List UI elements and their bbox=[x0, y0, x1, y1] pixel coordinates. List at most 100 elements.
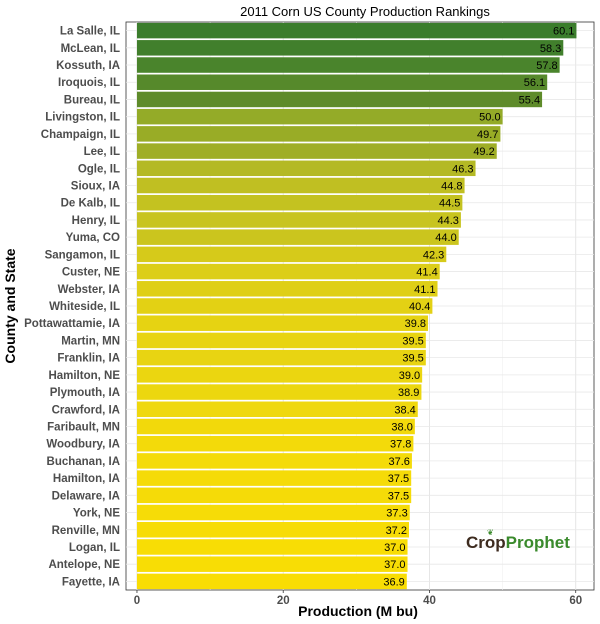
bar bbox=[136, 435, 414, 452]
bar bbox=[136, 470, 412, 486]
bar bbox=[136, 522, 409, 538]
value-label: 55.4 bbox=[519, 94, 540, 106]
y-tick-label: Woodbury, IA bbox=[46, 439, 120, 451]
value-label: 37.2 bbox=[386, 525, 407, 537]
x-tick-label: 0 bbox=[134, 595, 140, 607]
y-tick-label: De Kalb, IL bbox=[61, 198, 120, 210]
logo-part2: Prophet bbox=[506, 533, 571, 552]
logo-part1: Crop bbox=[466, 533, 506, 552]
y-tick-label: Livingston, IL bbox=[45, 112, 120, 124]
bar bbox=[136, 91, 543, 108]
bar bbox=[136, 108, 503, 125]
y-tick-label: Ogle, IL bbox=[78, 163, 120, 175]
y-axis-title: County and State bbox=[2, 248, 18, 363]
y-tick-label: Champaign, IL bbox=[41, 129, 120, 141]
y-tick-labels: La Salle, IL McLean, IL Kossuth, IA Iroquoi… bbox=[24, 26, 120, 589]
bar bbox=[136, 74, 548, 90]
y-tick-label: Henry, IL bbox=[72, 215, 120, 227]
value-label: 60.1 bbox=[553, 26, 574, 38]
bar bbox=[136, 126, 501, 142]
bar bbox=[136, 281, 438, 297]
bars bbox=[136, 22, 577, 590]
y-tick-label: Pottawattamie, IA bbox=[24, 318, 120, 330]
y-tick-label: Hamilton, NE bbox=[48, 370, 120, 382]
bar bbox=[136, 384, 422, 400]
y-tick-label: Crawford, IA bbox=[52, 404, 120, 416]
y-tick-label: Delaware, IA bbox=[52, 490, 120, 502]
bar bbox=[136, 556, 408, 572]
y-tick-label: Antelope, NE bbox=[48, 559, 120, 571]
x-axis-title: Production (M bu) bbox=[298, 603, 418, 619]
value-label: 40.4 bbox=[409, 301, 430, 313]
bar bbox=[136, 143, 497, 159]
bar bbox=[136, 487, 412, 504]
value-label: 44.3 bbox=[437, 215, 458, 227]
value-label: 56.1 bbox=[524, 77, 545, 89]
value-label: 42.3 bbox=[423, 249, 444, 261]
bar bbox=[136, 349, 426, 366]
y-tick-label: La Salle, IL bbox=[60, 26, 120, 38]
value-label: 49.2 bbox=[473, 146, 494, 158]
value-label: 37.0 bbox=[384, 542, 405, 554]
value-label: 44.5 bbox=[439, 198, 460, 210]
y-tick-label: Sangamon, IL bbox=[45, 249, 120, 261]
bar bbox=[136, 263, 440, 280]
x-tick-label: 60 bbox=[569, 595, 582, 607]
bar bbox=[136, 332, 426, 349]
value-label: 50.0 bbox=[479, 112, 500, 124]
y-tick-label: Franklin, IA bbox=[57, 353, 120, 365]
value-label: 49.7 bbox=[477, 129, 498, 141]
value-label: 57.8 bbox=[536, 60, 557, 72]
y-tick-label: Kossuth, IA bbox=[56, 60, 120, 72]
bar bbox=[136, 246, 447, 263]
value-label: 44.0 bbox=[435, 232, 456, 244]
y-tick-label: York, NE bbox=[73, 508, 120, 520]
y-tick-label: Hamilton, IA bbox=[53, 473, 120, 485]
bar bbox=[136, 367, 423, 383]
value-label: 58.3 bbox=[540, 43, 561, 55]
y-tick-label: Webster, IA bbox=[58, 284, 120, 296]
value-label: 37.5 bbox=[388, 473, 409, 485]
bar bbox=[136, 315, 429, 331]
bar bbox=[136, 177, 465, 194]
y-tick-label: Faribault, MN bbox=[47, 421, 120, 433]
bar bbox=[136, 57, 560, 73]
y-tick-label: Whiteside, IL bbox=[49, 301, 120, 313]
y-tick-label: Fayette, IA bbox=[62, 576, 120, 588]
value-labels: 60.1 58.3 57.8 56.1 55.4 50.0 49.7 49.246.3 44.8… bbox=[383, 26, 574, 589]
bar bbox=[136, 418, 415, 435]
value-label: 38.4 bbox=[394, 404, 415, 416]
value-label: 39.5 bbox=[402, 353, 423, 365]
y-tick-label: Renville, MN bbox=[52, 525, 120, 537]
value-label: 46.3 bbox=[452, 163, 473, 175]
bar bbox=[136, 229, 459, 245]
y-tick-label: Plymouth, IA bbox=[50, 387, 120, 399]
value-label: 39.5 bbox=[402, 335, 423, 347]
bar bbox=[136, 40, 564, 56]
x-tick-labels: 0 20 40 60 bbox=[134, 590, 582, 607]
y-tick-label: Yuma, CO bbox=[66, 232, 120, 244]
bar bbox=[136, 22, 577, 39]
value-label: 37.0 bbox=[384, 559, 405, 571]
bar bbox=[136, 298, 433, 314]
chart-title: 2011 Corn US County Production Rankings bbox=[240, 4, 490, 19]
y-tick-label: Logan, IL bbox=[69, 542, 120, 554]
logo-leaf-icon: ❦ bbox=[487, 528, 494, 537]
bar bbox=[136, 160, 476, 177]
value-label: 36.9 bbox=[383, 576, 404, 588]
value-label: 37.3 bbox=[386, 508, 407, 520]
value-label: 38.0 bbox=[391, 421, 412, 433]
y-tick-label: Lee, IL bbox=[84, 146, 120, 158]
value-label: 37.6 bbox=[388, 456, 409, 468]
bar bbox=[136, 212, 461, 228]
value-label: 38.9 bbox=[398, 387, 419, 399]
bar bbox=[136, 401, 418, 418]
x-tick-label: 20 bbox=[277, 595, 290, 607]
bar bbox=[136, 504, 410, 521]
x-tick-label: 40 bbox=[423, 595, 436, 607]
y-tick-label: Custer, NE bbox=[62, 267, 120, 279]
logo-text: CropProphet bbox=[466, 533, 570, 552]
bar bbox=[136, 194, 463, 211]
y-tick-label: Sioux, IA bbox=[71, 181, 120, 193]
